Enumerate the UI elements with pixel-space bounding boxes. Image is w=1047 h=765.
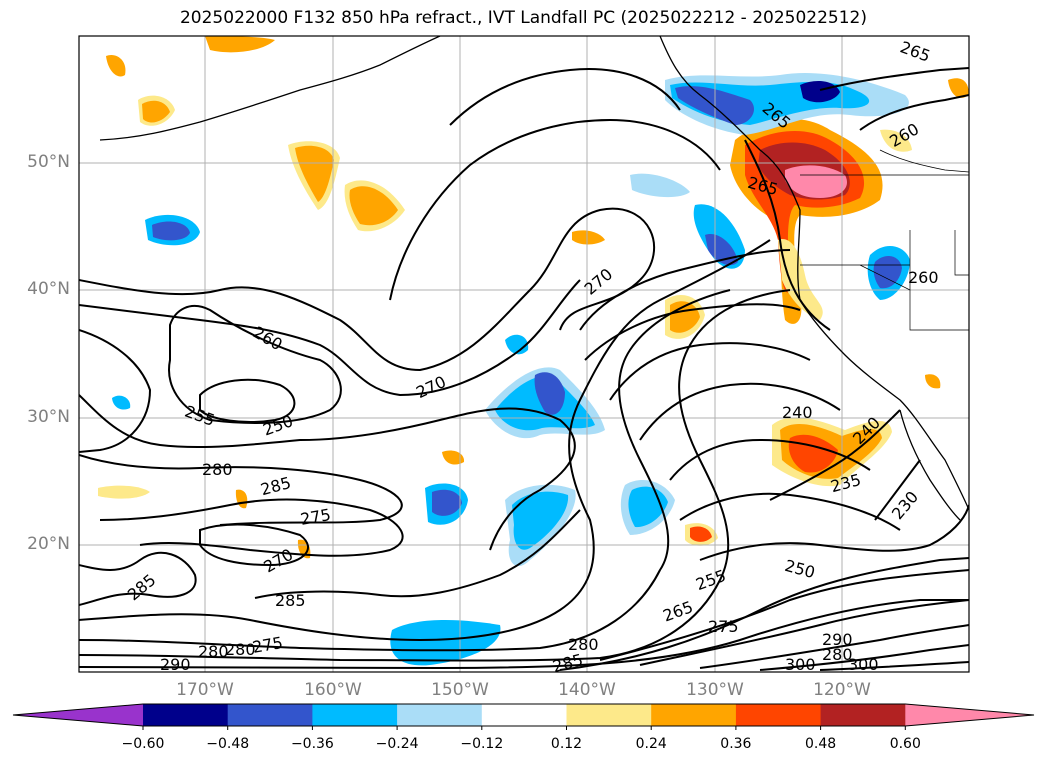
colorbar-tick-label: −0.12 xyxy=(460,736,504,752)
negative-patch xyxy=(873,256,902,289)
negative-patch xyxy=(630,173,690,198)
negative-patch xyxy=(512,491,569,550)
contour-label: 280 xyxy=(822,645,853,664)
colorbar-tick-label: 0.48 xyxy=(805,736,837,752)
colorbar xyxy=(12,703,1035,730)
contour-label: 300 xyxy=(785,655,816,674)
plot-frame xyxy=(78,35,970,673)
positive-patch xyxy=(690,526,712,542)
colorbar-segment xyxy=(312,704,398,726)
colorbar-tick-label: 0.60 xyxy=(889,736,921,752)
contour-label: 290 xyxy=(160,655,191,674)
colorbar-segment xyxy=(820,704,906,726)
contour-lines xyxy=(79,67,969,671)
contour-label: 260 xyxy=(908,268,939,287)
contour-label: 280 xyxy=(568,635,599,654)
colorbar-segment xyxy=(481,704,567,726)
colorbar-segment xyxy=(651,704,737,726)
colorbar-tick-label: −0.24 xyxy=(375,736,419,752)
contour-label: 285 xyxy=(275,591,306,610)
negative-patch xyxy=(534,372,565,415)
positive-patch xyxy=(948,78,969,98)
colorbar-extend-min xyxy=(13,704,143,726)
contour-label: 275 xyxy=(708,617,739,636)
negative-patch xyxy=(800,80,840,103)
positive-patch xyxy=(880,129,912,152)
plot-area xyxy=(79,36,969,672)
colorbar-segment xyxy=(143,704,229,726)
colorbar-segment xyxy=(227,704,313,726)
lon-label: 150°W xyxy=(431,680,489,700)
negative-patch xyxy=(432,489,462,516)
colorbar-tick-label: −0.36 xyxy=(290,736,334,752)
colorbar-extend-max xyxy=(905,704,1034,726)
contour-label: 285 xyxy=(551,650,585,676)
positive-patch xyxy=(572,230,605,245)
lat-label: 30°N xyxy=(27,407,70,427)
colorbar-tick-label: 0.24 xyxy=(635,736,667,752)
contour-label: 280 xyxy=(202,460,233,479)
colorbar-tick-label: −0.60 xyxy=(121,736,165,752)
lat-label: 50°N xyxy=(27,152,70,172)
positive-patch xyxy=(98,485,150,499)
lon-label: 140°W xyxy=(558,680,616,700)
lat-label: 20°N xyxy=(27,534,70,554)
positive-patch xyxy=(785,165,848,198)
colorbar-segment xyxy=(566,704,652,726)
colorbar-tick-label: −0.48 xyxy=(206,736,250,752)
lon-label: 160°W xyxy=(304,680,362,700)
negative-patch xyxy=(505,334,529,355)
contour-label: 290 xyxy=(822,630,853,649)
negative-patch xyxy=(390,620,501,666)
positive-patch xyxy=(142,100,170,123)
coastlines xyxy=(99,36,969,521)
contour-label: 280 xyxy=(225,640,256,659)
negative-patch xyxy=(152,221,190,241)
negative-patch xyxy=(112,395,131,410)
colorbar-segment xyxy=(735,704,822,726)
colorbar-tick-label: 0.12 xyxy=(550,736,583,752)
contour-label: 240 xyxy=(782,403,813,422)
positive-patch xyxy=(205,36,275,53)
lon-label: 130°W xyxy=(686,680,744,700)
positive-patch xyxy=(106,54,126,77)
lon-label: 170°W xyxy=(176,680,234,700)
positive-patch xyxy=(778,239,823,320)
contour-label: 300 xyxy=(848,655,879,674)
lat-label: 40°N xyxy=(27,279,70,299)
lon-label: 120°W xyxy=(813,680,871,700)
positive-patch xyxy=(295,145,334,202)
contour-label: 280 xyxy=(198,642,229,661)
colorbar-segment xyxy=(397,704,483,726)
map-title: 2025022000 F132 850 hPa refract., IVT La… xyxy=(179,8,867,28)
positive-patch xyxy=(442,450,465,465)
positive-patch xyxy=(925,374,941,389)
positive-patch xyxy=(349,186,398,226)
colorbar-tick-label: 0.36 xyxy=(720,736,752,752)
